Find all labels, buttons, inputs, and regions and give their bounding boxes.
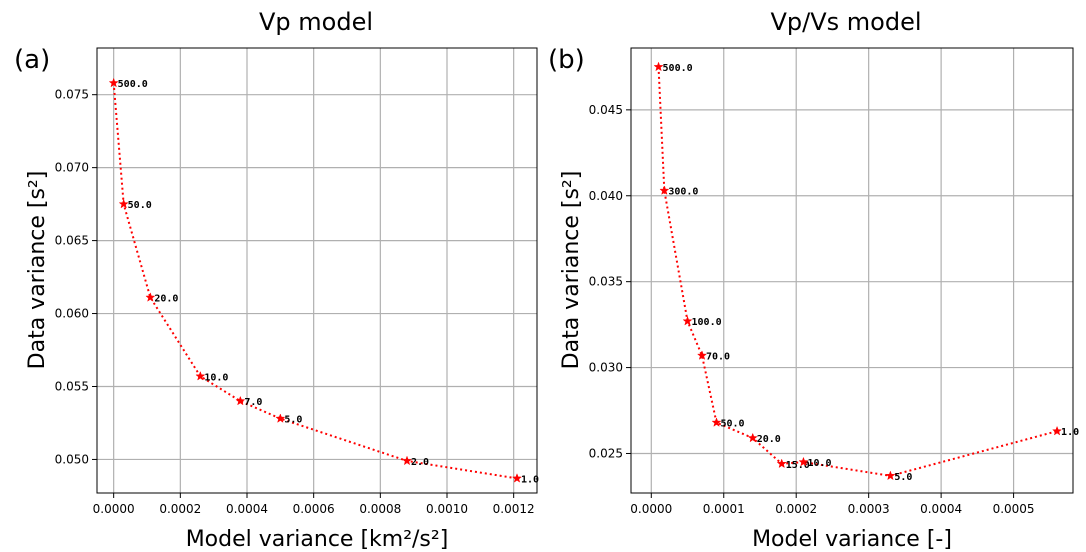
data-point-label: 1.0 bbox=[521, 474, 539, 485]
x-tick-label: 0.0004 bbox=[226, 502, 268, 516]
data-point-label: 5.0 bbox=[284, 415, 302, 426]
x-tick-label: 0.0003 bbox=[848, 502, 890, 516]
data-point-label: 500.0 bbox=[663, 63, 693, 74]
y-tick-label: 0.055 bbox=[55, 379, 89, 393]
data-point-label: 1.0 bbox=[1061, 427, 1079, 438]
series-line bbox=[657, 66, 1058, 477]
data-point-marker bbox=[653, 61, 664, 72]
y-tick-label: 0.045 bbox=[589, 103, 623, 117]
grid bbox=[631, 48, 1073, 493]
x-tick-label: 0.0002 bbox=[159, 502, 201, 516]
x-axis-label: Model variance [km²/s²] bbox=[186, 527, 449, 552]
data-point-label: 300.0 bbox=[668, 187, 698, 198]
data-point-marker bbox=[108, 77, 119, 88]
data-point-label: 2.0 bbox=[411, 457, 429, 468]
data-point-marker bbox=[747, 432, 758, 443]
y-tick-label: 0.030 bbox=[589, 361, 623, 375]
y-tick-label: 0.060 bbox=[55, 307, 89, 321]
y-tick-label: 0.050 bbox=[55, 452, 89, 466]
x-tick-label: 0.0005 bbox=[993, 502, 1035, 516]
plot-frame bbox=[96, 47, 538, 494]
data-point-marker bbox=[195, 370, 206, 381]
chart-title: Vp/Vs model bbox=[770, 8, 921, 36]
y-tick-label: 0.070 bbox=[55, 161, 89, 175]
x-axis-label: Model variance [-] bbox=[752, 527, 952, 552]
data-point-marker bbox=[1051, 425, 1063, 436]
x-tick-label: 0.0001 bbox=[703, 502, 745, 516]
plot-frame bbox=[630, 47, 1074, 494]
x-tick-label: 0.0008 bbox=[359, 502, 401, 516]
y-axis-label: Data variance [s²] bbox=[559, 171, 584, 370]
grid bbox=[97, 48, 537, 493]
data-point-marker bbox=[275, 413, 286, 423]
data-series: 500.0 50.0 20.0 10.0 7.0 5.0 2.0 1.0 bbox=[108, 77, 539, 485]
x-tick-label: 0.0010 bbox=[426, 502, 468, 516]
y-tick-label: 0.065 bbox=[55, 234, 89, 248]
data-point-label: 10.0 bbox=[807, 458, 831, 469]
data-point-label: 5.0 bbox=[894, 472, 912, 483]
data-point-label: 100.0 bbox=[692, 317, 722, 328]
data-point-marker bbox=[235, 395, 246, 406]
y-axis-label: Data variance [s²] bbox=[25, 171, 50, 370]
data-point-label: 20.0 bbox=[757, 434, 781, 445]
data-point-label: 15.0 bbox=[786, 460, 810, 471]
data-point-marker bbox=[696, 350, 708, 360]
data-series: 500.0 300.0 100.0 70.0 50.0 20.0 15.010.0 5.0 1.… bbox=[653, 61, 1079, 483]
x-tick-label: 0.0012 bbox=[493, 502, 535, 516]
chart-panel-a: Vp model (a) 500.0 50.0 20.0 10.0 7.0 5.0 2.0 1… bbox=[14, 8, 539, 552]
data-point-label: 70.0 bbox=[706, 352, 730, 363]
x-tick-label: 0.0000 bbox=[93, 502, 135, 516]
panel-label: (a) bbox=[14, 45, 50, 75]
x-tick-label: 0.0006 bbox=[293, 502, 335, 516]
y-tick-label: 0.035 bbox=[589, 275, 623, 289]
y-tick-label: 0.040 bbox=[589, 189, 623, 203]
data-point-label: 10.0 bbox=[204, 372, 228, 383]
data-point-marker bbox=[798, 456, 809, 467]
data-point-marker bbox=[401, 455, 413, 466]
data-point-marker bbox=[145, 292, 156, 302]
series-line bbox=[112, 82, 518, 480]
x-tick-label: 0.0004 bbox=[920, 502, 962, 516]
data-point-label: 500.0 bbox=[118, 79, 148, 90]
data-point-marker bbox=[776, 458, 787, 469]
data-point-marker bbox=[659, 185, 670, 195]
data-point-marker bbox=[682, 315, 693, 326]
data-point-label: 50.0 bbox=[128, 200, 152, 211]
data-point-marker bbox=[511, 473, 523, 483]
chart-panel-b: Vp/Vs model (b) 500.0 300.0 100.0 70.0 50.0 2… bbox=[548, 8, 1079, 552]
data-point-marker bbox=[118, 198, 129, 209]
y-tick-label: 0.075 bbox=[55, 88, 89, 102]
x-tick-label: 0.0002 bbox=[775, 502, 817, 516]
x-tick-label: 0.0000 bbox=[630, 502, 672, 516]
data-point-marker bbox=[885, 470, 896, 481]
ticks: 0.0000 0.0002 0.0004 0.0006 0.0008 0.0010 0.00… bbox=[55, 88, 535, 516]
data-point-label: 20.0 bbox=[154, 293, 178, 304]
panel-label: (b) bbox=[548, 45, 585, 75]
data-point-label: 50.0 bbox=[721, 419, 745, 430]
data-point-label: 7.0 bbox=[244, 397, 262, 408]
chart-title: Vp model bbox=[259, 8, 373, 36]
data-point-marker bbox=[711, 417, 722, 427]
ticks: 0.0000 0.0001 0.0002 0.0003 0.0004 0.0005 0.02… bbox=[589, 103, 1035, 516]
y-tick-label: 0.025 bbox=[589, 446, 623, 460]
